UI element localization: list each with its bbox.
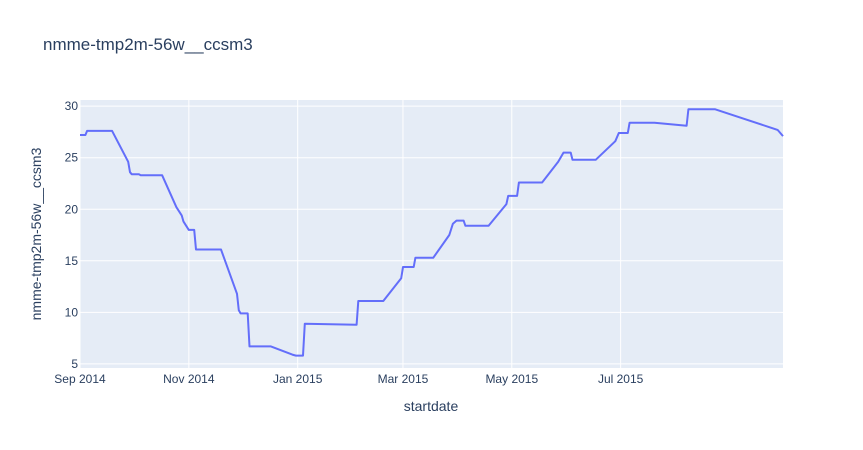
x-tick-label: Jul 2015 (598, 372, 644, 386)
x-tick-label: Sep 2014 (54, 372, 106, 386)
series-line (80, 108, 784, 357)
y-tick-label: 25 (65, 151, 79, 165)
x-axis-title: startdate (404, 398, 459, 414)
x-tick-label: Jan 2015 (273, 372, 323, 386)
x-tick-label: Mar 2015 (378, 372, 429, 386)
chart-title: nmme-tmp2m-56w__ccsm3 (43, 35, 253, 54)
y-tick-label: 5 (71, 357, 78, 371)
x-tick-label: May 2015 (485, 372, 538, 386)
x-tick-label: Nov 2014 (163, 372, 215, 386)
x-axis-ticks: Sep 2014 Nov 2014 Jan 2015 Mar 2015 May 2015… (54, 372, 643, 386)
y-tick-label: 10 (65, 305, 79, 319)
y-axis-title: nmme-tmp2m-56w__ccsm3 (28, 147, 44, 320)
y-tick-label: 20 (65, 202, 79, 216)
y-tick-label: 15 (65, 254, 79, 268)
y-axis-ticks: 5 10 15 20 25 30 (65, 99, 79, 371)
plot-area (80, 100, 783, 368)
gridlines (79, 100, 783, 368)
y-tick-label: 30 (65, 99, 79, 113)
